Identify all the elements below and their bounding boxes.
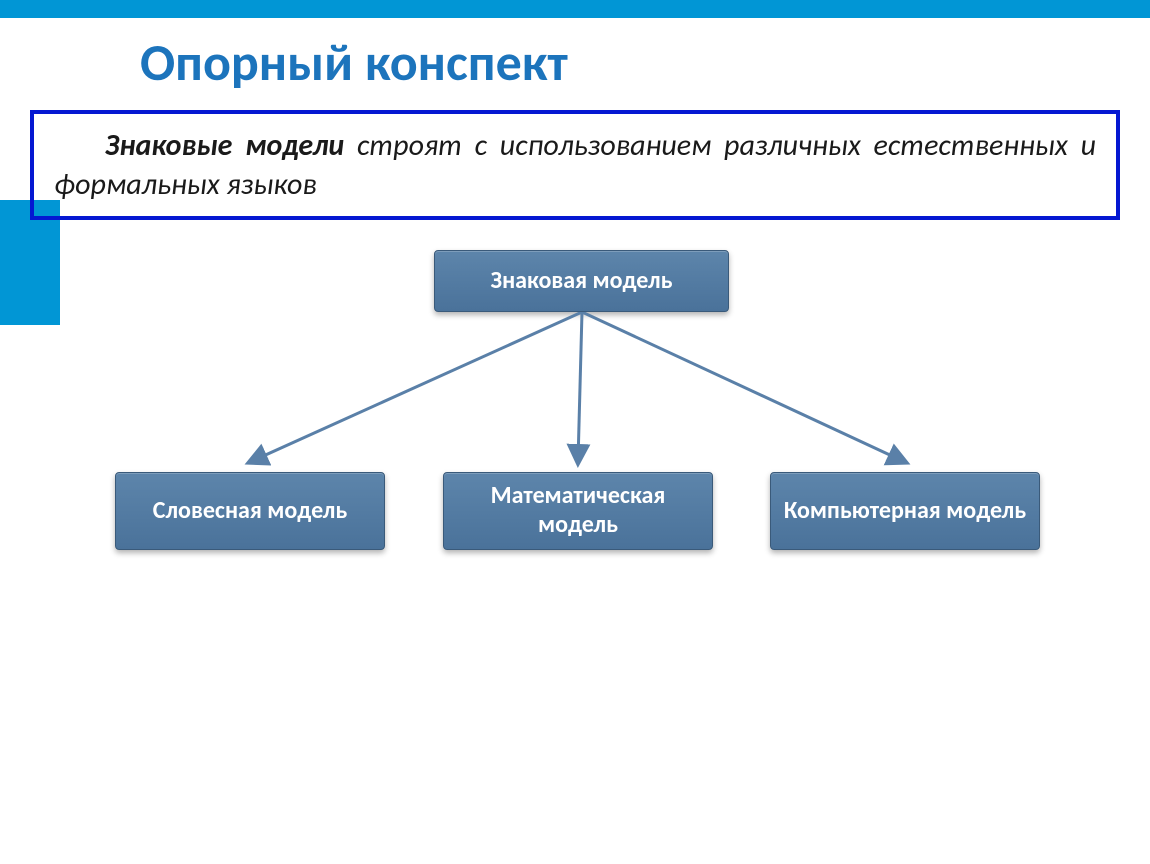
definition-bold-term: Знаковые модели [105,127,344,164]
top-accent-bar [0,0,1150,18]
arrow-to-child-2 [578,312,582,462]
tree-child-label: Компьютерная модель [784,497,1026,526]
slide-title: Опорный конспект [140,30,568,94]
arrow-to-child-1 [250,312,582,462]
tree-child-node: Словесная модель [115,472,385,550]
arrow-to-child-3 [582,312,905,462]
definition-box: Знаковые модели строят с использованием … [30,110,1120,220]
tree-root-node: Знаковая модель [434,250,729,312]
tree-root-label: Знаковая модель [491,267,673,296]
tree-child-label: Словесная модель [153,497,348,526]
tree-child-node: Компьютерная модель [770,472,1040,550]
tree-child-node: Математическая модель [443,472,713,550]
definition-text: Знаковые модели строят с использованием … [54,126,1096,204]
tree-child-label: Математическая модель [454,482,702,540]
tree-arrows [0,312,1150,477]
